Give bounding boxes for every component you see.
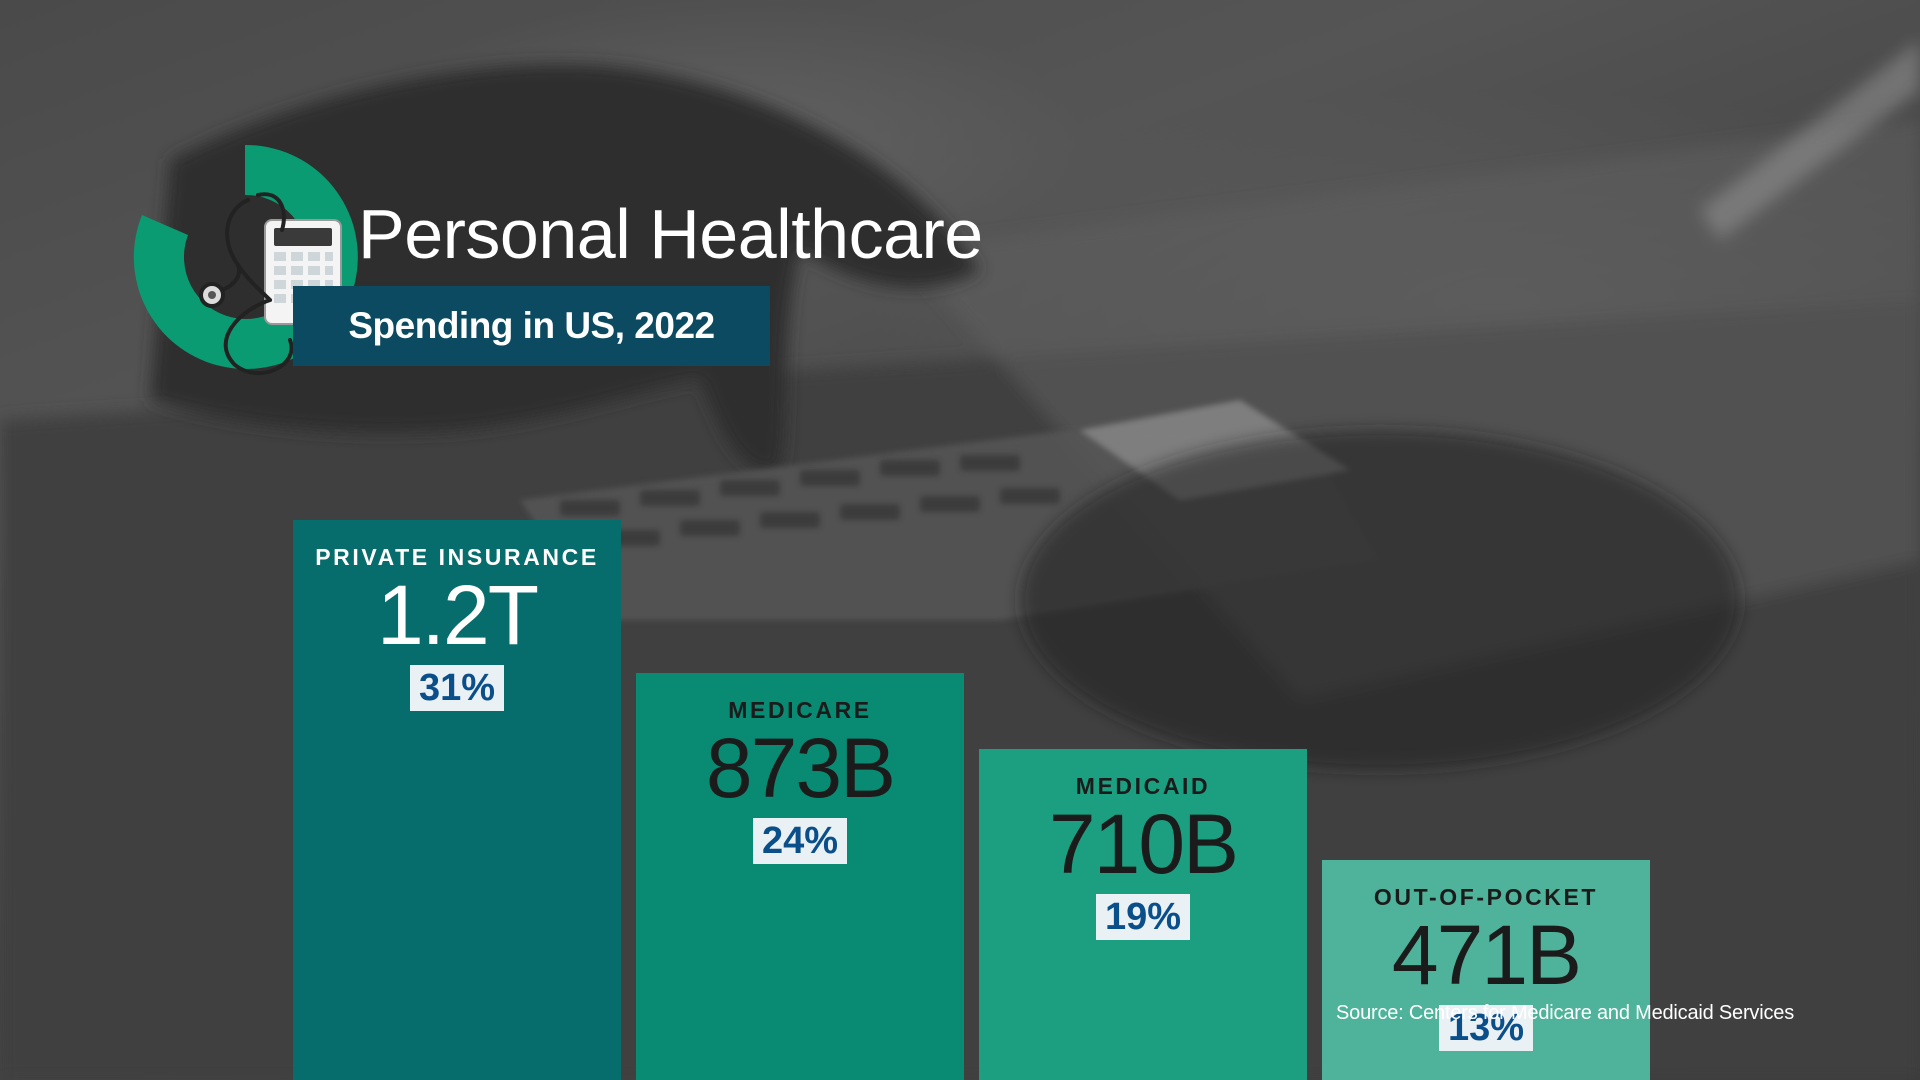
subtitle-banner: Spending in US, 2022	[293, 286, 770, 366]
bar-label: MEDICARE	[728, 696, 872, 723]
stethoscope-icon	[199, 192, 294, 376]
bar-medicaid: MEDICAID 710B 19%	[979, 748, 1307, 1080]
bar-percent-badge: 31%	[409, 665, 505, 711]
bar-value-label: 873B	[705, 720, 896, 815]
keypad-keys	[560, 455, 1060, 546]
bar-label: PRIVATE INSURANCE	[315, 544, 599, 570]
pen-shape	[1700, 40, 1920, 240]
bar-private-insurance: PRIVATE INSURANCE 1.2T 31%	[293, 520, 621, 1080]
subtitle: Spending in US, 2022	[348, 305, 715, 346]
bar-percent-badge: 19%	[1095, 893, 1191, 940]
source-note: Source: Centers for Medicare and Medicai…	[1336, 1002, 1794, 1024]
bar-value-label: 710B	[1048, 796, 1239, 891]
bar-label: OUT-OF-POCKET	[1373, 884, 1599, 911]
bar-label: MEDICAID	[1075, 772, 1211, 799]
bar-percent-badge: 24%	[752, 817, 848, 864]
hand-shape	[150, 64, 980, 472]
bar-value-label: 1.2T	[376, 568, 539, 662]
mouse-shape	[1020, 430, 1740, 770]
page-title: Personal Healthcare	[358, 195, 983, 273]
bar-value-label: 471B	[1391, 908, 1582, 1003]
bar-percent-badge: 13%	[1438, 1005, 1534, 1052]
bar-out-of-pocket: OUT-OF-POCKET 471B 13%	[1322, 860, 1650, 1080]
bar-medicare: MEDICARE 873B 24%	[636, 672, 964, 1080]
